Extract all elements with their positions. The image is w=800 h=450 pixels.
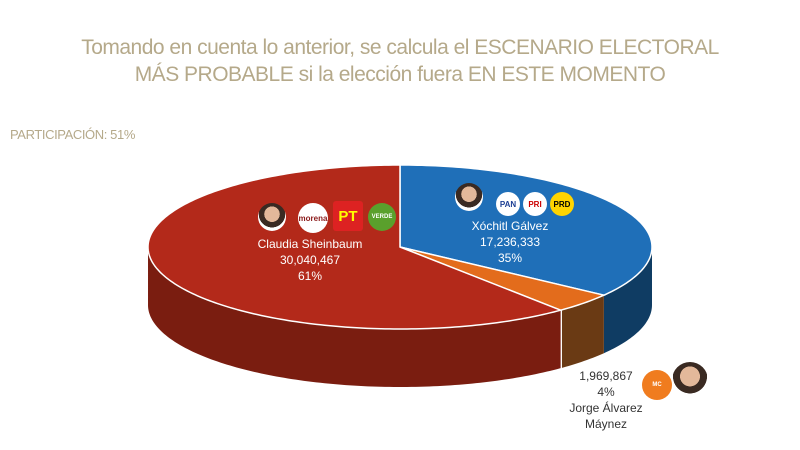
pie-slice-2 — [147, 164, 564, 330]
percent: 35% — [497, 251, 523, 265]
maynez-photo — [672, 362, 708, 398]
sheinbaum-photo — [258, 203, 286, 231]
pie-side-2 — [148, 247, 561, 387]
pri-logo: PRI — [523, 192, 547, 216]
title-line-1: Tomando en cuenta lo anterior, se calcul… — [81, 36, 719, 59]
votes: 17,236,333 — [479, 235, 541, 249]
pt-logo: PT — [333, 201, 363, 231]
pie-side-1 — [561, 295, 604, 368]
pie-side-0 — [603, 247, 652, 354]
label-galvez: Xóchitl Gálvez 17,236,333 35% — [445, 218, 575, 266]
morena-logo: morena — [298, 203, 328, 233]
name: Xóchitl Gálvez — [471, 219, 549, 233]
galvez-photo — [455, 183, 483, 211]
label-maynez: 1,969,867 4% Jorge Álvarez Máynez — [566, 368, 646, 432]
name-line-2: Máynez — [584, 417, 628, 431]
prd-logo: PRD — [550, 192, 574, 216]
percent: 61% — [297, 269, 323, 283]
pan-logo: PAN — [496, 192, 520, 216]
mc-logo: MC — [642, 370, 672, 400]
percent: 4% — [597, 385, 615, 399]
participation-label: PARTICIPACIÓN: 51% — [10, 127, 136, 142]
label-sheinbaum: Claudia Sheinbaum 30,040,467 61% — [245, 236, 375, 284]
chart-title: Tomando en cuenta lo anterior, se calcul… — [0, 34, 800, 88]
votes: 30,040,467 — [279, 253, 341, 267]
votes: 1,969,867 — [579, 369, 633, 383]
title-line-2: MÁS PROBABLE si la elección fuera EN EST… — [134, 63, 666, 86]
verde-logo: VERDE — [368, 203, 396, 231]
name-line-1: Jorge Álvarez — [569, 401, 643, 415]
name: Claudia Sheinbaum — [257, 237, 363, 251]
pie-slice-1 — [399, 246, 607, 311]
